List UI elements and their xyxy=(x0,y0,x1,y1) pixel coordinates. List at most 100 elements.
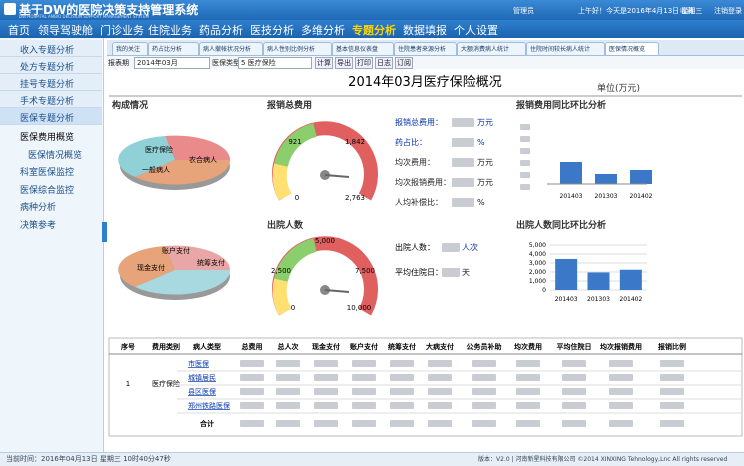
blurred-value xyxy=(428,374,452,381)
nav-item[interactable]: 多维分析 xyxy=(301,24,345,37)
period-select[interactable]: 2014年03月 xyxy=(134,57,210,69)
nav-item[interactable]: 住院业务 xyxy=(148,24,192,37)
pie-slice xyxy=(118,246,175,287)
sidebar-group xyxy=(0,57,102,74)
blurred-value xyxy=(352,402,376,409)
sidebar-item[interactable]: 病种分析 xyxy=(20,203,57,213)
toolbar-button[interactable]: 计算 xyxy=(315,57,333,69)
pie-label: 账户支付 xyxy=(162,246,190,255)
blurred-value xyxy=(472,374,496,381)
blurred-value xyxy=(516,420,540,427)
nav-item[interactable]: 药品分析 xyxy=(199,24,243,37)
user[interactable]: 管理员 xyxy=(513,7,534,15)
table-frame xyxy=(108,337,743,437)
pie-slice xyxy=(165,135,231,160)
gauge-label: 921 xyxy=(288,138,301,146)
sidebar-item[interactable]: 决策参考 xyxy=(20,220,57,231)
tab[interactable] xyxy=(457,42,526,56)
tab[interactable] xyxy=(394,42,457,56)
gauge-ring xyxy=(272,163,292,201)
sidebar-item[interactable]: 医保费用概览 xyxy=(20,133,75,143)
copyright: 版本：V2.0 | 河南新星科技有限公司 ©2014 XINXING Tehno… xyxy=(478,456,728,463)
blurred-value xyxy=(562,388,586,395)
table-header: 账户支付 xyxy=(350,342,378,351)
sidebar-group-label[interactable]: 医保专题分析 xyxy=(20,114,75,124)
table-header: 序号 xyxy=(120,342,135,351)
tab[interactable] xyxy=(332,42,394,56)
tab-label[interactable]: 住院时间较长病人统计 xyxy=(530,46,591,53)
blurred-value xyxy=(352,374,376,381)
blurred-value xyxy=(520,172,530,178)
sidebar-item[interactable]: 医保综合监控 xyxy=(20,185,75,196)
app-subtitle: DW HOSPITAL AMBIO DECISION SUPPORT MANAG… xyxy=(19,14,149,19)
type-select[interactable]: 5 医疗保险 xyxy=(238,57,312,69)
sidebar-group-label[interactable]: 挂号专题分析 xyxy=(20,80,75,90)
tab-label[interactable]: 基本信息仪表盘 xyxy=(336,46,379,53)
collapse-handle[interactable] xyxy=(102,222,107,242)
blurred-value xyxy=(452,178,474,187)
nav-item[interactable]: 首页 xyxy=(8,24,30,37)
tab[interactable] xyxy=(199,42,263,56)
blurred-value xyxy=(276,420,300,427)
logout[interactable]: 注销登录 xyxy=(714,7,742,15)
stat-unit: 天 xyxy=(462,268,470,277)
sidebar-item[interactable]: 科室医保监控 xyxy=(20,168,75,178)
stat-label: 报销总费用： xyxy=(395,117,443,127)
blurred-value xyxy=(240,360,264,367)
tab-label[interactable]: 医保情况概览 xyxy=(609,46,646,53)
gauge-label: 10,000 xyxy=(347,304,372,312)
tab[interactable] xyxy=(263,42,332,56)
tab[interactable] xyxy=(605,42,659,56)
toolbar-button[interactable]: 日志 xyxy=(375,57,393,69)
nav-item[interactable]: 领导驾驶舱 xyxy=(38,24,93,37)
panel-title: 报销费用同比环比分析 xyxy=(516,99,606,111)
blurred-value xyxy=(452,118,474,127)
pie-label: 统筹支付 xyxy=(197,258,225,267)
table-link: 城镇居民 xyxy=(188,373,216,382)
pie-label: 现金支付 xyxy=(137,263,165,272)
pie-slice xyxy=(135,160,231,185)
tab[interactable] xyxy=(148,42,199,56)
blurred-value xyxy=(516,388,540,395)
sidebar-group-label[interactable]: 手术专题分析 xyxy=(20,97,75,107)
tab-label[interactable]: 大额消费病人统计 xyxy=(461,46,510,53)
table-header: 大病支付 xyxy=(426,342,454,351)
table-total: 合计 xyxy=(199,419,214,428)
sidebar-group-label[interactable]: 处方专题分析 xyxy=(20,63,75,73)
toolbar-button[interactable]: 导出 xyxy=(335,57,353,69)
nav-item[interactable]: 医技分析 xyxy=(250,24,294,37)
toolbar-button[interactable]: 打印 xyxy=(355,57,373,69)
blurred-value xyxy=(240,402,264,409)
blurred-value xyxy=(428,360,452,367)
tab[interactable] xyxy=(526,42,605,56)
nav-item[interactable]: 数据填报 xyxy=(403,24,447,37)
nav-bar xyxy=(0,20,744,38)
tab-label[interactable]: 药占比分析 xyxy=(152,46,183,53)
x-tick-label: 201403 xyxy=(560,193,583,200)
tab-label[interactable]: 住院患者来源分析 xyxy=(398,46,447,53)
x-tick-label: 201402 xyxy=(619,296,642,303)
favorite[interactable]: 收藏 xyxy=(680,7,694,15)
blurred-value xyxy=(428,402,452,409)
sidebar-group-label[interactable]: 收入专题分析 xyxy=(20,46,75,56)
x-tick-label: 201303 xyxy=(595,193,618,200)
tab-label[interactable]: 我的关注 xyxy=(116,46,141,53)
toolbar-button[interactable]: 订阅 xyxy=(395,57,413,69)
blurred-value xyxy=(352,420,376,427)
stat-label: 药占比： xyxy=(395,137,427,147)
blurred-value xyxy=(428,388,452,395)
nav-item[interactable]: 门诊业务 xyxy=(100,24,144,37)
tab[interactable] xyxy=(112,42,148,56)
pie-slice xyxy=(135,270,231,295)
nav-item[interactable]: 专题分析 xyxy=(352,24,396,37)
blurred-value xyxy=(240,420,264,427)
type-label: 医保类型 xyxy=(212,59,240,67)
sidebar-item[interactable]: 医保情况概览 xyxy=(28,150,83,161)
table-header: 平均住院日 xyxy=(557,342,592,351)
x-tick-label: 201303 xyxy=(587,296,610,303)
table-header: 总费用 xyxy=(242,342,263,351)
tab-label[interactable]: 病人性别比例分析 xyxy=(267,46,316,53)
nav-item[interactable]: 个人设置 xyxy=(454,24,498,37)
tab-label[interactable]: 病人撤帐状况分析 xyxy=(203,46,252,53)
